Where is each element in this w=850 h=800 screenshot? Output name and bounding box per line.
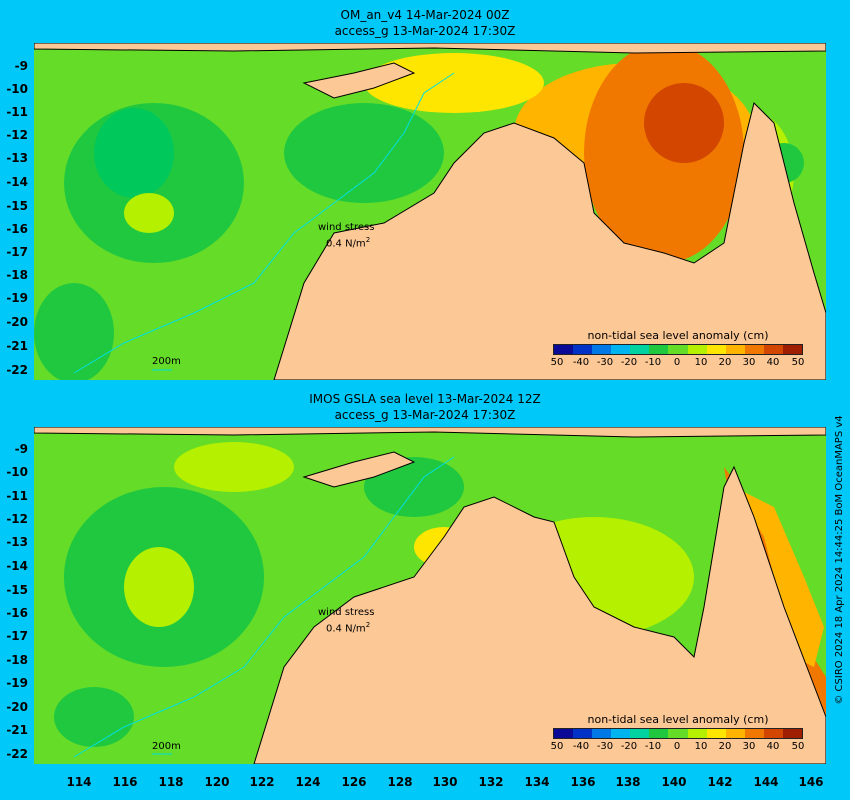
- lon-label: 146: [798, 775, 824, 789]
- lon-label: 128: [387, 775, 413, 789]
- wind-stress-key-2: wind stress 0.4 N/m2: [318, 607, 374, 635]
- lon-label: 142: [707, 775, 733, 789]
- lat-label: -18: [6, 653, 28, 667]
- legend-2: non-tidal sea level anomaly (cm) 50 -40 …: [551, 713, 805, 761]
- lat-label: -22: [6, 363, 28, 377]
- legend-tick: 20: [718, 741, 732, 752]
- lat-label: -11: [6, 105, 28, 119]
- lat-label: -20: [6, 315, 28, 329]
- lat-label: -12: [6, 128, 28, 142]
- lat-label: -14: [6, 559, 28, 573]
- lat-label: -10: [6, 82, 28, 96]
- lon-label: 122: [249, 775, 275, 789]
- lat-label: -15: [6, 199, 28, 213]
- lon-label: 138: [615, 775, 641, 789]
- legend-tick: 0: [673, 741, 681, 752]
- legend-tick: 50: [791, 741, 805, 752]
- lat-label: -16: [6, 222, 28, 236]
- lon-label: 130: [432, 775, 458, 789]
- lon-label: 116: [112, 775, 138, 789]
- depth-label-2: 200m: [152, 741, 181, 752]
- lon-label: 118: [158, 775, 184, 789]
- depth-label-1: 200m: [152, 356, 181, 367]
- lat-label: -12: [6, 512, 28, 526]
- legend-tick: 40: [766, 357, 780, 368]
- legend-tick: -30: [596, 357, 614, 368]
- legend-tick: -40: [572, 357, 590, 368]
- panel-1-subtitle: access_g 13-Mar-2024 17:30Z: [334, 24, 516, 38]
- lat-label: -21: [6, 723, 28, 737]
- lat-label: -20: [6, 700, 28, 714]
- lon-label: 126: [341, 775, 367, 789]
- wind-stress-label: wind stress: [318, 607, 375, 618]
- lat-label: -19: [6, 291, 28, 305]
- lat-label: -21: [6, 339, 28, 353]
- legend-tick: 10: [694, 741, 708, 752]
- legend-tick: -10: [644, 357, 662, 368]
- wind-stress-exponent: 2: [365, 236, 371, 244]
- legend-title: non-tidal sea level anomaly (cm): [587, 713, 769, 726]
- lon-label: 124: [295, 775, 321, 789]
- legend-1: non-tidal sea level anomaly (cm) 50 -40 …: [551, 329, 805, 377]
- lat-label: -9: [14, 59, 28, 73]
- credit-text: © CSIRO 2024 18 Apr 2024 14:44:25 BoM Oc…: [834, 415, 845, 705]
- wind-stress-label: wind stress: [318, 222, 375, 233]
- lat-label: -17: [6, 629, 28, 643]
- legend-tick: -40: [572, 741, 590, 752]
- lon-label: 144: [753, 775, 779, 789]
- legend-tick: 50: [791, 357, 805, 368]
- lon-label: 136: [570, 775, 596, 789]
- lat-label: -16: [6, 606, 28, 620]
- panel-1-title: OM_an_v4 14-Mar-2024 00Z: [340, 8, 510, 22]
- legend-tick: -20: [620, 357, 638, 368]
- legend-tick: 40: [766, 741, 780, 752]
- lon-label: 114: [66, 775, 92, 789]
- legend-tick: 50: [550, 357, 564, 368]
- wind-stress-value: 0.4 N/m: [326, 623, 366, 635]
- wind-stress-value: 0.4 N/m: [326, 238, 366, 250]
- lat-label: -11: [6, 489, 28, 503]
- legend-colorbar: [553, 728, 803, 739]
- legend-tick: 30: [742, 357, 756, 368]
- lat-label: -9: [14, 442, 28, 456]
- lat-label: -14: [6, 175, 28, 189]
- lon-label: 134: [524, 775, 550, 789]
- lat-label: -10: [6, 465, 28, 479]
- legend-tick: -30: [596, 741, 614, 752]
- lat-label: -15: [6, 583, 28, 597]
- wind-stress-key-1: wind stress 0.4 N/m2: [318, 222, 374, 250]
- legend-tick: 30: [742, 741, 756, 752]
- legend-title: non-tidal sea level anomaly (cm): [587, 329, 769, 342]
- legend-tick: 0: [673, 357, 681, 368]
- lat-label: -22: [6, 747, 28, 761]
- map-panel-1: [34, 43, 826, 380]
- legend-tick: 10: [694, 357, 708, 368]
- lat-label: -13: [6, 151, 28, 165]
- map-panel-2: [34, 427, 826, 764]
- panel-2-subtitle: access_g 13-Mar-2024 17:30Z: [334, 408, 516, 422]
- legend-tick: 50: [550, 741, 564, 752]
- lon-label: 140: [661, 775, 687, 789]
- wind-stress-exponent: 2: [365, 621, 371, 629]
- panel-2-title: IMOS GSLA sea level 13-Mar-2024 12Z: [309, 392, 541, 406]
- legend-colorbar: [553, 344, 803, 355]
- lat-label: -13: [6, 535, 28, 549]
- legend-tick: -20: [620, 741, 638, 752]
- lon-label: 132: [478, 775, 504, 789]
- legend-tick: -10: [644, 741, 662, 752]
- lon-label: 120: [204, 775, 230, 789]
- legend-tick: 20: [718, 357, 732, 368]
- lat-label: -19: [6, 676, 28, 690]
- lat-label: -18: [6, 268, 28, 282]
- lat-label: -17: [6, 245, 28, 259]
